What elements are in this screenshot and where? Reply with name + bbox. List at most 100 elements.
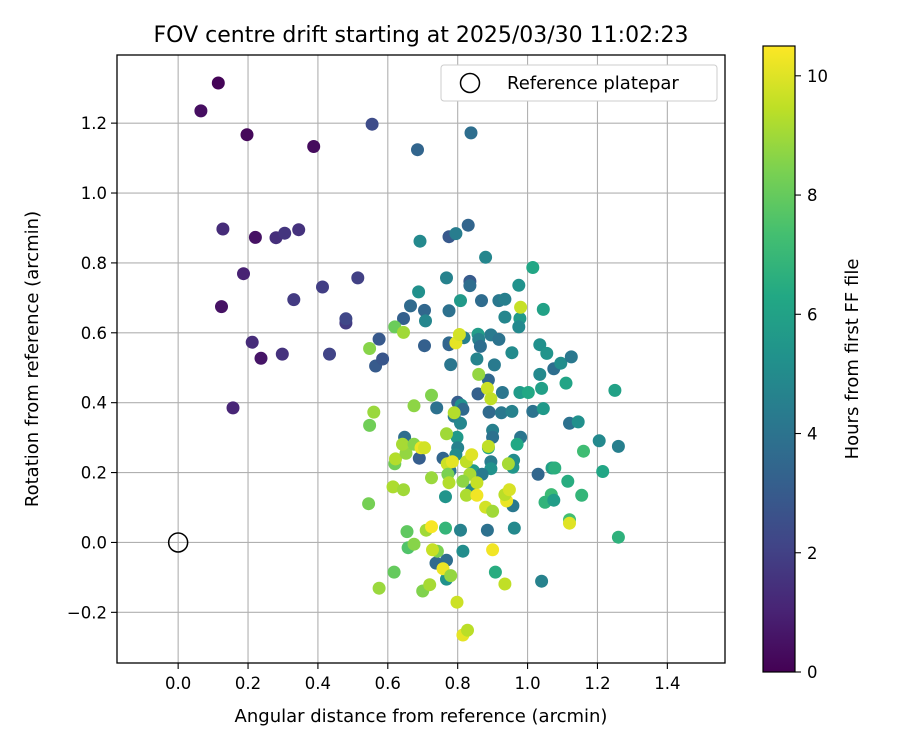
data-point: [505, 346, 519, 360]
data-point: [564, 350, 578, 364]
data-point: [464, 126, 478, 140]
colorbar-tick-label: 2: [807, 544, 818, 563]
data-point: [487, 358, 501, 372]
data-point: [596, 465, 610, 478]
y-tick-label: 0.2: [81, 464, 107, 483]
data-point: [533, 338, 547, 352]
data-point: [512, 320, 526, 334]
y-tick-label: 0.4: [81, 394, 107, 413]
plot-frame: [116, 54, 726, 664]
data-point: [465, 448, 479, 462]
y-tick-label: 0.8: [81, 254, 107, 273]
y-axis-ticks: −0.2 0.0 0.2 0.4 0.6 0.8 1.0 1.2: [67, 114, 117, 622]
data-point: [480, 523, 494, 537]
data-point: [454, 416, 467, 430]
data-point: [471, 387, 485, 401]
data-point: [444, 358, 458, 372]
data-point: [454, 523, 467, 537]
data-point: [498, 577, 512, 591]
data-point: [498, 310, 512, 324]
data-point: [502, 483, 516, 497]
data-point: [547, 493, 561, 507]
data-point: [442, 304, 456, 318]
data-point: [470, 476, 484, 490]
colorbar-tick-label: 4: [807, 425, 818, 444]
colorbar: 0 2 4 6 8 10 Hours from first FF file: [762, 45, 863, 682]
data-point: [363, 418, 377, 432]
data-point: [608, 383, 622, 397]
legend: Reference platepar: [440, 64, 718, 102]
data-point: [389, 452, 402, 466]
data-point: [372, 332, 386, 346]
data-point: [486, 504, 500, 518]
data-point: [425, 520, 438, 534]
data-point: [492, 332, 506, 346]
data-point: [397, 483, 410, 497]
data-point: [611, 530, 625, 544]
data-point: [442, 476, 456, 490]
data-point: [563, 516, 576, 530]
data-point: [404, 299, 417, 313]
data-point: [535, 381, 549, 395]
data-point: [501, 457, 515, 471]
data-point: [554, 356, 568, 370]
data-point: [216, 222, 230, 236]
data-point: [459, 488, 473, 502]
data-point: [426, 543, 439, 557]
data-point: [413, 234, 427, 248]
data-point: [470, 352, 484, 366]
data-point: [611, 439, 625, 453]
data-point: [372, 581, 386, 595]
data-point: [237, 267, 250, 281]
data-point: [418, 441, 431, 455]
data-point: [365, 117, 379, 131]
data-point: [351, 271, 365, 285]
data-point: [505, 404, 519, 418]
chart-title: FOV centre drift starting at 2025/03/30 …: [154, 23, 689, 48]
data-point: [323, 347, 336, 361]
data-point: [439, 490, 452, 504]
data-point: [482, 405, 496, 419]
data-point: [248, 230, 262, 244]
data-point: [450, 430, 464, 444]
y-axis-label: Rotation from reference (arcmin): [22, 211, 43, 507]
data-point: [275, 347, 289, 361]
data-point: [447, 406, 461, 420]
data-point: [536, 302, 550, 316]
data-point: [254, 351, 268, 365]
data-point: [418, 339, 431, 353]
reference-point-marker: [167, 532, 189, 553]
colorbar-tick-label: 0: [807, 663, 818, 682]
data-point: [240, 128, 254, 142]
data-point: [444, 569, 458, 583]
x-tick-label: 1.4: [654, 674, 680, 693]
data-point: [450, 595, 464, 609]
data-point: [440, 427, 453, 441]
grid-lines: [117, 55, 725, 663]
data-point: [412, 285, 426, 299]
data-point: [548, 461, 562, 475]
data-point: [521, 386, 535, 399]
data-point: [488, 565, 502, 579]
legend-marker-open-circle: [459, 72, 481, 94]
data-point: [397, 325, 410, 339]
data-point: [339, 312, 353, 326]
x-tick-label: 0.8: [445, 674, 471, 693]
data-point: [498, 292, 512, 306]
data-point: [535, 574, 549, 588]
legend-box: [440, 64, 718, 102]
data-point: [512, 278, 526, 292]
data-point: [456, 474, 470, 488]
data-point: [514, 300, 528, 314]
data-point: [430, 401, 444, 415]
data-point: [211, 76, 225, 90]
data-point: [376, 352, 390, 366]
data-point: [387, 565, 401, 579]
data-point: [531, 467, 545, 481]
data-point: [386, 480, 400, 494]
data-point: [561, 474, 575, 488]
data-point: [396, 437, 409, 451]
data-point: [575, 488, 589, 502]
data-point: [526, 404, 540, 418]
